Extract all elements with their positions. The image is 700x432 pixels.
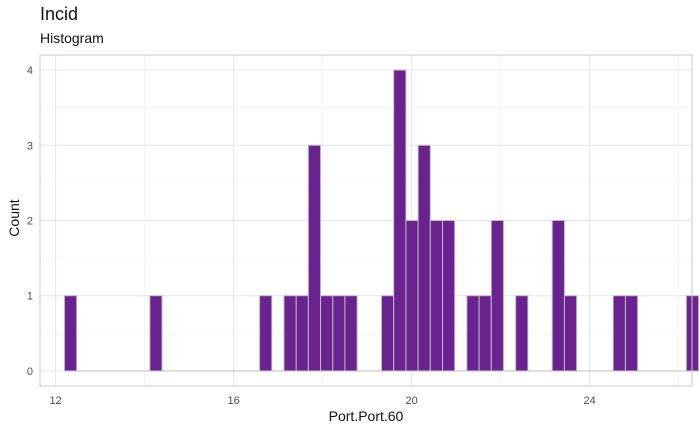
x-tick-label: 16	[227, 395, 239, 407]
x-tick-label: 24	[584, 395, 596, 407]
x-tick-labels: 12 16 20 24	[49, 395, 595, 407]
histogram-bar	[466, 295, 480, 372]
histogram-bar	[149, 295, 163, 372]
histogram-bar	[405, 220, 419, 372]
major-gridlines	[40, 55, 692, 386]
histogram-bar	[417, 144, 431, 372]
histogram-bar	[515, 295, 529, 372]
y-tick-label: 1	[27, 291, 33, 303]
histogram-bar	[381, 295, 395, 372]
histogram-bar	[551, 220, 565, 372]
histogram-bar	[295, 295, 309, 372]
chart-title: Incid	[40, 4, 79, 24]
chart-subtitle: Histogram	[40, 30, 104, 46]
histogram-bar	[283, 295, 297, 372]
histogram-bar	[393, 69, 407, 372]
x-tick-label: 12	[49, 395, 61, 407]
histogram-bar	[332, 295, 346, 372]
histogram-bar	[624, 295, 639, 372]
histogram-bar	[442, 220, 456, 372]
x-axis-label: Port.Port.60	[328, 408, 404, 424]
y-tick-label: 0	[27, 366, 33, 378]
y-tick-label: 3	[27, 140, 33, 152]
plot-panel-border	[39, 54, 693, 387]
histogram-bar	[307, 144, 322, 372]
histogram-bar	[490, 220, 504, 372]
y-tick-labels: 0 1 2 3 4	[27, 65, 33, 378]
x-tick-label: 20	[405, 395, 417, 407]
histogram-bar	[612, 295, 626, 372]
histogram-bar	[478, 295, 492, 372]
histogram-bar	[429, 220, 444, 372]
histogram-bar	[563, 295, 578, 372]
histogram-bar	[344, 295, 358, 372]
histogram-bar	[259, 295, 273, 372]
histogram-bar	[320, 295, 334, 372]
histogram-bar	[63, 295, 78, 372]
y-tick-label: 4	[27, 65, 33, 77]
y-tick-label: 2	[27, 216, 33, 228]
